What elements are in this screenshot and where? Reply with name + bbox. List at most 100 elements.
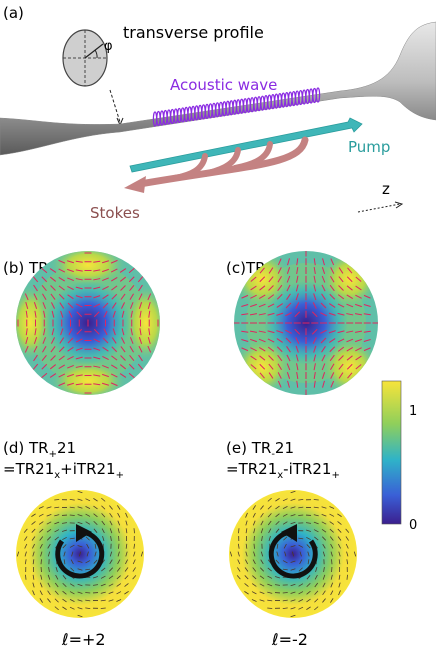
- polarization-vector: [119, 373, 127, 378]
- profile-pointer-arrow: [109, 89, 121, 123]
- polarization-vector: [267, 513, 272, 518]
- polarization-vector: [296, 275, 299, 283]
- polarization-vector: [306, 575, 311, 580]
- polarization-vector: [41, 276, 48, 283]
- polarization-vector: [321, 372, 326, 379]
- polarization-vector: [129, 293, 134, 301]
- polarization-vector: [120, 285, 126, 291]
- polarization-vector: [60, 310, 64, 318]
- polarization-vector: [290, 614, 296, 618]
- polarization-vector: [283, 536, 288, 541]
- polarization-vector: [298, 498, 304, 501]
- polarization-vector: [253, 551, 256, 557]
- polarization-vector: [322, 258, 325, 266]
- polarization-vector: [31, 521, 36, 525]
- polarization-vector: [353, 551, 357, 557]
- polarization-vector: [93, 338, 101, 343]
- polarization-vector: [249, 313, 258, 316]
- polarization-vector: [75, 356, 83, 360]
- polarization-vector: [330, 551, 333, 557]
- polarization-vector: [305, 522, 312, 524]
- polarization-vector: [260, 551, 264, 557]
- polarization-vector: [268, 535, 271, 542]
- polarization-vector: [285, 312, 292, 317]
- polarization-vector: [125, 512, 128, 518]
- polarization-vector: [124, 567, 129, 572]
- polarization-vector: [39, 536, 44, 541]
- polarization-vector: [338, 285, 344, 291]
- polarization-vector: [120, 346, 126, 353]
- polarization-vector: [48, 566, 50, 573]
- polarization-vector: [290, 583, 296, 587]
- polarization-vector: [363, 339, 371, 342]
- polarization-vector: [276, 312, 284, 316]
- polarization-vector: [75, 365, 83, 368]
- polarization-vector: [40, 551, 43, 557]
- polarization-vector: [47, 574, 51, 580]
- polarization-vector: [330, 372, 335, 379]
- polarization-vector: [86, 543, 90, 549]
- polarization-vector: [58, 277, 66, 282]
- polarization-vector: [267, 497, 272, 502]
- polarization-vector: [77, 583, 83, 587]
- polarization-vector: [103, 310, 108, 318]
- polarization-vector: [93, 498, 98, 502]
- polarization-vector: [330, 275, 335, 283]
- polarization-vector: [47, 582, 51, 588]
- polarization-vector: [237, 567, 241, 572]
- polarization-vector: [276, 551, 279, 557]
- polarization-vector: [290, 490, 296, 494]
- polarization-vector: [244, 575, 249, 580]
- polarization-vector: [363, 330, 371, 333]
- polarization-vector: [47, 543, 51, 549]
- polarization-vector: [338, 355, 344, 361]
- polarization-vector: [354, 330, 363, 333]
- polarization-vector: [69, 537, 75, 540]
- polarization-vector: [267, 583, 273, 587]
- polarization-vector: [68, 328, 73, 336]
- polarization-vector: [32, 543, 35, 549]
- polarization-vector: [321, 267, 326, 274]
- polarization-vector: [345, 543, 349, 549]
- polarization-vector: [112, 328, 116, 336]
- polarization-vector: [38, 506, 44, 509]
- polarization-vector: [110, 259, 118, 264]
- polarization-vector: [355, 303, 362, 308]
- polarization-vector: [268, 267, 274, 274]
- polarization-vector: [331, 559, 333, 565]
- polarization-vector: [93, 311, 100, 318]
- polarization-vector: [59, 302, 65, 309]
- polarization-vector: [116, 567, 121, 572]
- polarization-vector: [110, 382, 118, 387]
- polarization-vector: [85, 607, 91, 610]
- polarization-vector: [329, 354, 335, 362]
- polarization-vector: [252, 520, 256, 526]
- polarization-vector: [286, 346, 291, 353]
- polarization-vector: [313, 354, 317, 362]
- polarization-vector: [282, 592, 288, 594]
- polarization-vector: [330, 258, 335, 266]
- polarization-vector: [67, 268, 74, 273]
- polarization-vector: [85, 498, 91, 502]
- polarization-vector: [346, 338, 354, 343]
- polarization-vector: [108, 575, 114, 580]
- polarization-vector: [67, 346, 74, 352]
- polarization-vector: [33, 345, 38, 353]
- polarization-vector: [250, 364, 257, 370]
- polarization-vector: [321, 346, 326, 353]
- polarization-vector: [31, 528, 36, 533]
- polarization-vector: [130, 328, 133, 336]
- polarization-vector: [346, 363, 353, 370]
- polarization-vector: [25, 301, 29, 310]
- polarization-vector: [241, 339, 249, 342]
- polarization-vector: [250, 338, 257, 343]
- polarization-vector: [125, 520, 128, 526]
- polarization-vector: [338, 276, 344, 283]
- polarization-vector: [258, 313, 266, 316]
- polarization-vector: [267, 294, 275, 300]
- polarization-vector: [77, 599, 83, 602]
- polarization-vector: [312, 337, 317, 344]
- polarization-vector: [322, 574, 326, 580]
- polarization-vector: [32, 276, 39, 283]
- polarization-vector: [294, 328, 301, 335]
